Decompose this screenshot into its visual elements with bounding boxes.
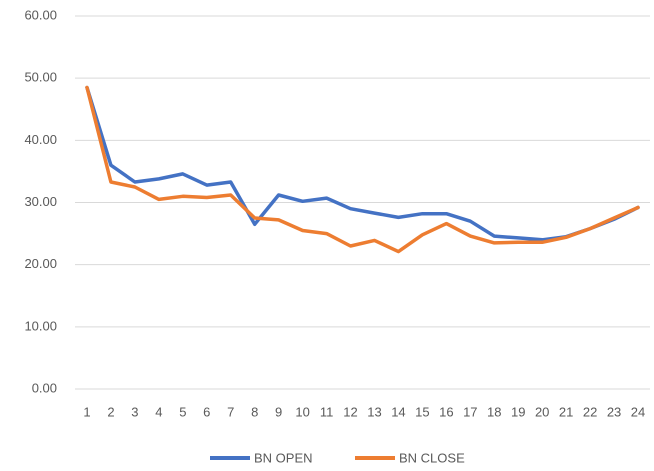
x-tick-label: 5	[179, 404, 186, 419]
y-tick-label: 60.00	[24, 7, 57, 22]
y-tick-label: 50.00	[24, 70, 57, 85]
x-tick-label: 14	[391, 404, 405, 419]
x-tick-label: 17	[463, 404, 477, 419]
x-tick-label: 24	[631, 404, 645, 419]
legend-label: BN CLOSE	[399, 450, 465, 465]
x-tick-label: 22	[583, 404, 597, 419]
x-tick-label: 6	[203, 404, 210, 419]
x-tick-label: 13	[367, 404, 381, 419]
x-tick-label: 9	[275, 404, 282, 419]
x-tick-label: 18	[487, 404, 501, 419]
x-tick-label: 16	[439, 404, 453, 419]
x-tick-label: 3	[131, 404, 138, 419]
x-tick-label: 10	[295, 404, 309, 419]
x-tick-label: 2	[107, 404, 114, 419]
y-tick-label: 0.00	[32, 380, 57, 395]
x-tick-label: 4	[155, 404, 162, 419]
y-tick-label: 10.00	[24, 318, 57, 333]
y-tick-label: 40.00	[24, 132, 57, 147]
series-line	[85, 85, 640, 242]
x-tick-label: 15	[415, 404, 429, 419]
y-tick-label: 20.00	[24, 256, 57, 271]
x-tick-label: 7	[227, 404, 234, 419]
y-tick-label: 30.00	[24, 194, 57, 209]
series-line	[85, 85, 640, 254]
legend-label: BN OPEN	[254, 450, 313, 465]
x-tick-label: 23	[607, 404, 621, 419]
x-tick-label: 21	[559, 404, 573, 419]
x-tick-label: 12	[343, 404, 357, 419]
x-tick-label: 19	[511, 404, 525, 419]
x-tick-label: 8	[251, 404, 258, 419]
x-tick-label: 1	[83, 404, 90, 419]
x-tick-label: 11	[320, 404, 334, 419]
x-tick-label: 20	[535, 404, 549, 419]
